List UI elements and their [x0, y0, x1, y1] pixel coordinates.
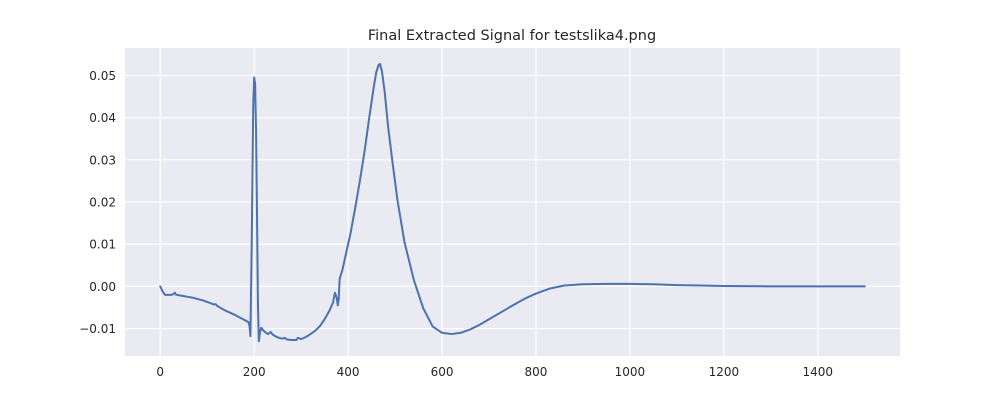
x-tick-label: 600 — [431, 365, 454, 379]
series-layer — [159, 63, 866, 343]
series-line — [159, 63, 866, 343]
x-tick-label: 800 — [525, 365, 548, 379]
y-tick-label: 0.03 — [89, 153, 116, 167]
x-tick-label: 1400 — [803, 365, 834, 379]
y-tick-label: 0.00 — [89, 280, 116, 294]
x-tick-label: 1000 — [615, 365, 646, 379]
y-tick-label: 0.02 — [89, 196, 116, 210]
x-tick-label: 400 — [337, 365, 360, 379]
y-tick-labels: −0.01 0.00 0.01 0.02 0.03 0.04 0.05 — [79, 69, 116, 336]
chart-title: Final Extracted Signal for testslika4.pn… — [368, 28, 656, 44]
y-tick-label: −0.01 — [79, 322, 116, 336]
y-tick-label: 0.04 — [89, 111, 116, 125]
x-tick-labels: 0 200 400 600 800 1000 1200 1400 — [156, 365, 833, 379]
x-tick-label: 0 — [156, 365, 164, 379]
y-tick-label: 0.05 — [89, 69, 116, 83]
x-tick-label: 1200 — [709, 365, 740, 379]
y-tick-label: 0.01 — [89, 238, 116, 252]
x-tick-label: 200 — [243, 365, 266, 379]
